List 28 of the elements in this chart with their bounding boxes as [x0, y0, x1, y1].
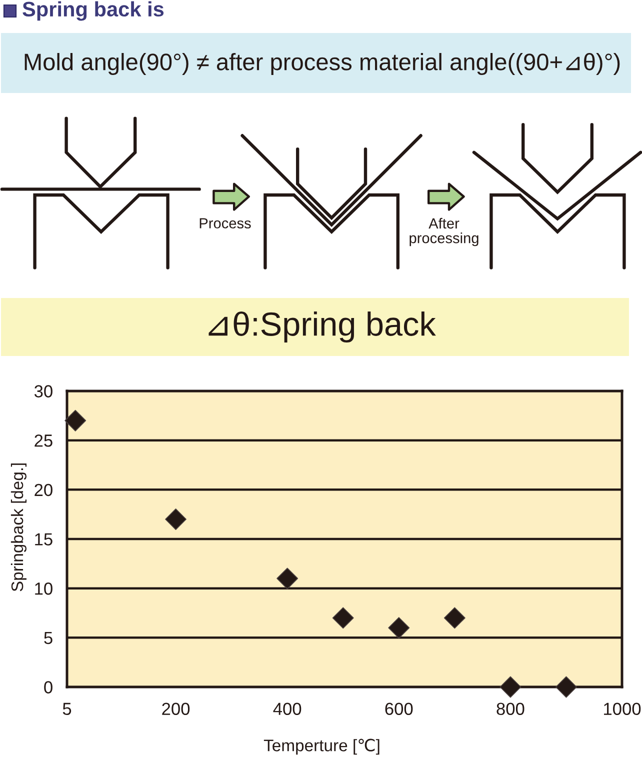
x-tick-label: 1000 — [604, 702, 641, 716]
text: After processing — [410, 218, 478, 246]
y-tick-label: 25 — [34, 434, 52, 447]
y-tick-label: 10 — [35, 582, 52, 595]
x-axis-title: Temperture [℃] — [264, 738, 380, 755]
y-tick-label: 20 — [34, 484, 52, 496]
point — [276, 568, 298, 590]
y-tick-label: 0 — [44, 681, 52, 694]
point — [388, 617, 410, 639]
point — [500, 676, 522, 698]
x-tick-label: 200 — [162, 702, 190, 716]
text: Process — [200, 218, 251, 228]
chart-subtitle: Mold angle(90°) ≠ after process material angle((90+⊿θ)°) — [24, 52, 620, 76]
y-tick-label: 5 — [44, 632, 52, 644]
chart-title: Spring back is — [22, 1, 164, 21]
point — [444, 607, 466, 629]
y-tick-label: 15 — [35, 533, 52, 546]
point — [332, 607, 354, 629]
x-tick-label: 5 — [62, 702, 72, 716]
y-axis-title: Springback [deg.] — [10, 463, 26, 592]
point — [555, 676, 577, 698]
text: ⊿θ:Spring back — [208, 311, 436, 343]
x-tick-label: 600 — [385, 702, 413, 716]
x-tick-label: 800 — [496, 702, 524, 716]
point — [64, 410, 86, 432]
point — [165, 508, 186, 530]
y-tick-label: 30 — [34, 385, 52, 398]
x-tick-label: 400 — [273, 702, 302, 716]
